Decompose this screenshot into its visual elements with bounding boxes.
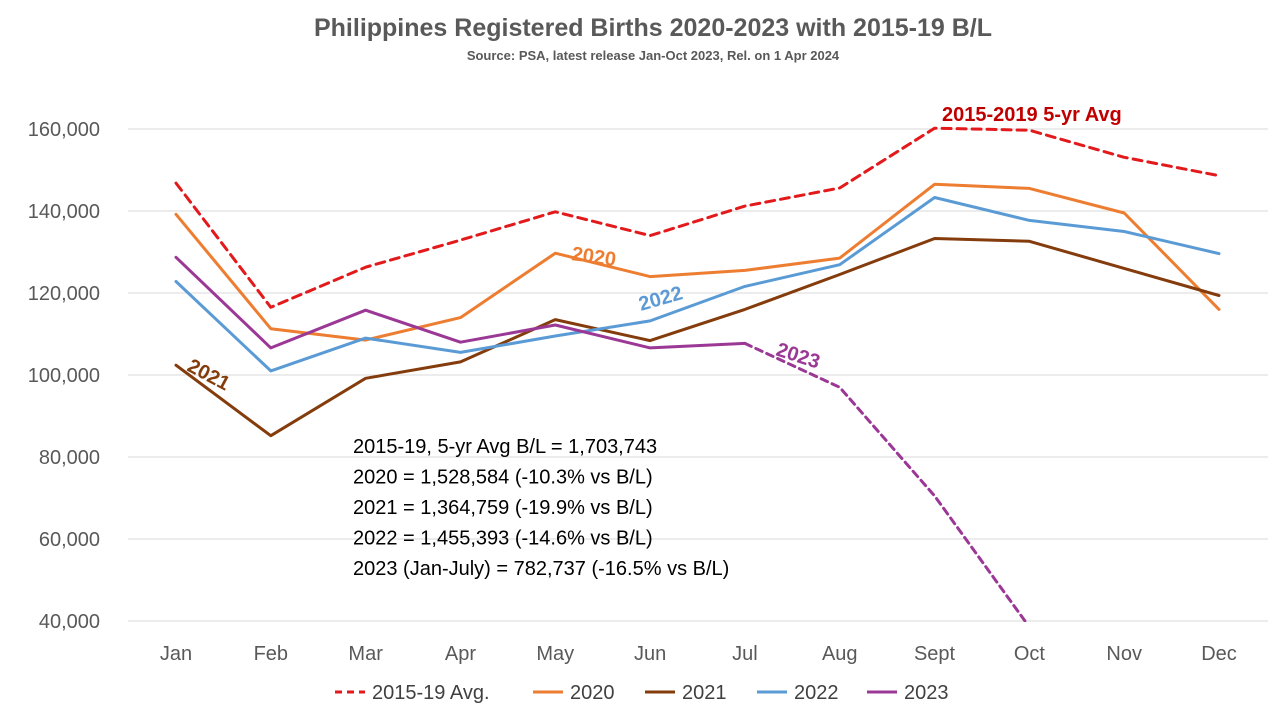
x-tick-label: Jan [160,643,192,665]
chart-subtitle: Source: PSA, latest release Jan-Oct 2023… [467,48,840,63]
annotation-line: 2021 = 1,364,759 (-19.9% vs B/L) [353,497,653,519]
legend-entry: 2015-19 Avg. [372,682,490,704]
series-line-2023-provisional [745,343,1030,627]
y-tick-label: 140,000 [28,201,100,223]
y-tick-label: 100,000 [28,365,100,387]
annotation-line: 2022 = 1,455,393 (-14.6% vs B/L) [353,528,653,550]
series-label-2015-19-avg: 2015-2019 5-yr Avg [942,104,1122,126]
x-tick-label: Sept [914,643,956,665]
grid-lines [128,129,1268,621]
annotation-line: 2023 (Jan-July) = 782,737 (-16.5% vs B/L… [353,558,729,580]
legend-entry: 2021 [682,682,727,704]
annotation-line: 2020 = 1,528,584 (-10.3% vs B/L) [353,467,653,489]
series-label-2020: 2020 [570,243,617,271]
series-line-2020 [176,184,1219,340]
x-axis: Jan Feb Mar Apr May Jun Jul Aug Sept Oct Nov Dec [160,643,1237,665]
annotation-line: 2015-19, 5-yr Avg B/L = 1,703,743 [353,436,657,458]
x-tick-label: Feb [254,643,288,665]
x-tick-label: Nov [1106,643,1142,665]
series-line-2015-19-avg [176,128,1219,307]
y-tick-label: 160,000 [28,119,100,141]
chart-title: Philippines Registered Births 2020-2023 … [314,14,992,42]
totals-annotation: 2015-19, 5-yr Avg B/L = 1,703,743 2020 = … [353,436,729,580]
y-tick-label: 80,000 [39,447,100,469]
x-tick-label: Mar [348,643,383,665]
legend-entry: 2020 [570,682,615,704]
x-tick-label: Jun [634,643,666,665]
legend-entry: 2023 [904,682,949,704]
series-lines [176,128,1219,627]
y-tick-label: 40,000 [39,611,100,633]
x-tick-label: Dec [1201,643,1237,665]
y-axis: 40,000 60,000 80,000 100,000 120,000 140,000 1… [28,119,100,633]
legend-entry: 2022 [794,682,839,704]
y-tick-label: 120,000 [28,283,100,305]
x-tick-label: Apr [445,643,476,665]
legend: 2015-19 Avg. 2020 2021 2022 2023 [335,682,949,704]
x-tick-label: Oct [1014,643,1046,665]
x-tick-label: May [536,643,574,665]
y-tick-label: 60,000 [39,529,100,551]
x-tick-label: Jul [732,643,758,665]
x-tick-label: Aug [822,643,858,665]
